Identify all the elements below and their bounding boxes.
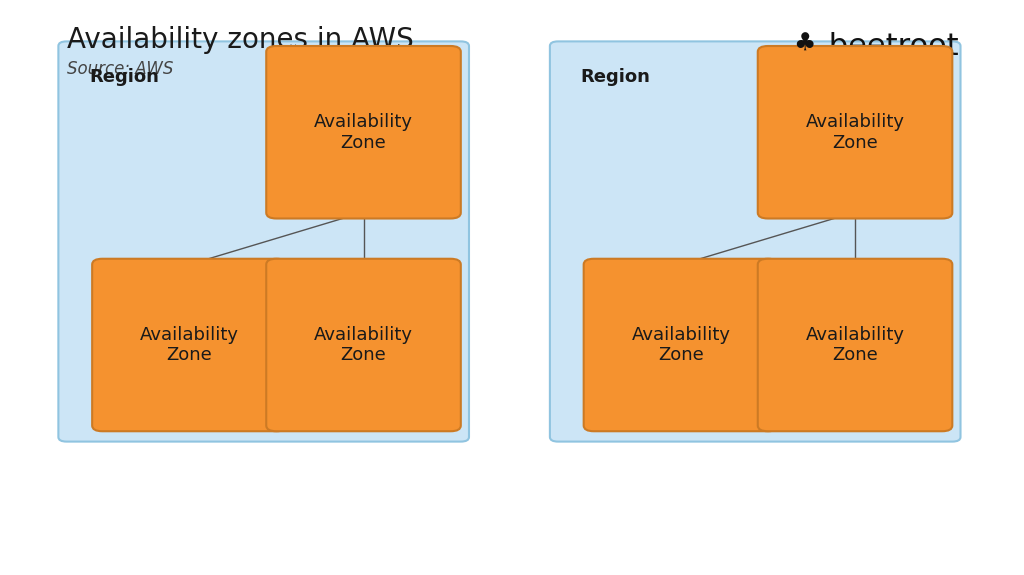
Text: beetroot: beetroot (819, 32, 958, 60)
Text: Source: AWS: Source: AWS (67, 60, 173, 78)
Text: Region: Region (581, 68, 650, 86)
FancyBboxPatch shape (584, 259, 778, 431)
FancyBboxPatch shape (92, 259, 287, 431)
Text: Availability
Zone: Availability Zone (140, 325, 239, 365)
Text: Availability
Zone: Availability Zone (632, 325, 730, 365)
Text: Region: Region (89, 68, 159, 86)
FancyBboxPatch shape (266, 259, 461, 431)
FancyBboxPatch shape (550, 41, 961, 442)
Text: ♣: ♣ (794, 32, 816, 56)
FancyBboxPatch shape (58, 41, 469, 442)
FancyBboxPatch shape (266, 46, 461, 218)
Text: Availability
Zone: Availability Zone (806, 113, 904, 152)
Text: Availability
Zone: Availability Zone (314, 325, 413, 365)
Text: Availability zones in AWS: Availability zones in AWS (67, 26, 414, 54)
FancyBboxPatch shape (758, 259, 952, 431)
Text: Availability
Zone: Availability Zone (806, 325, 904, 365)
Text: Availability
Zone: Availability Zone (314, 113, 413, 152)
FancyBboxPatch shape (758, 46, 952, 218)
